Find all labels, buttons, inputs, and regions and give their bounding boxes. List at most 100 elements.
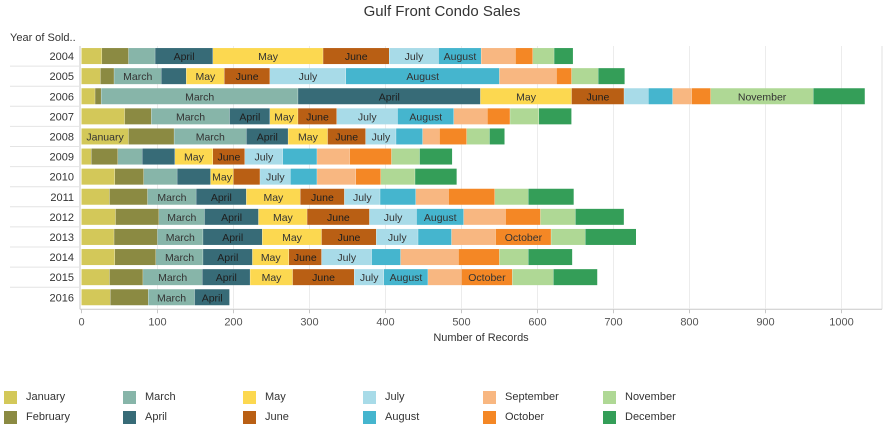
bar-segment-label: June	[327, 212, 350, 224]
y-tick-label: 2008	[50, 131, 74, 143]
x-tick-label: 100	[148, 316, 166, 328]
bar-segment	[81, 88, 95, 105]
legend-swatch	[4, 410, 17, 424]
bar-segment-label: May	[516, 91, 537, 103]
bar-segment	[262, 228, 322, 245]
bar-segment	[269, 68, 346, 85]
bar-segment	[292, 269, 355, 286]
bar-segment-label: June	[587, 91, 610, 103]
bar-segment	[203, 228, 263, 245]
bar-segment-label: March	[123, 71, 152, 83]
bar-segment	[250, 269, 293, 286]
bar-segment-label: March	[158, 272, 187, 284]
bar-segment	[114, 168, 144, 185]
bar-segment	[453, 108, 488, 125]
bar-segment	[212, 148, 245, 165]
legend-label: August	[385, 411, 420, 423]
legend-item: February	[4, 410, 70, 424]
bar-segment	[101, 88, 298, 105]
bar-segment-label: June	[312, 272, 335, 284]
bar-segment	[81, 249, 115, 266]
bar-segment-label: May	[212, 172, 233, 184]
bar-segment	[528, 249, 573, 266]
x-tick-label: 700	[604, 316, 622, 328]
legend-swatch	[603, 410, 616, 424]
legend-swatch	[483, 410, 496, 424]
bar-segment	[212, 48, 323, 65]
legend-swatch	[123, 390, 136, 404]
bar-segment-label: July	[353, 192, 372, 204]
bar-segment	[439, 128, 467, 145]
bar-segment-label: July	[388, 232, 407, 244]
bar-segment	[528, 188, 574, 205]
bar-segment-label: April	[221, 212, 242, 224]
legend-label: July	[385, 391, 405, 403]
bar-segment	[109, 188, 148, 205]
bar-segment-label: June	[345, 51, 368, 63]
bar-segment-label: April	[217, 252, 238, 264]
bar-segment-label: March	[157, 192, 186, 204]
legend-label: October	[505, 411, 545, 423]
bar-segment	[81, 208, 116, 225]
bar-segment	[415, 188, 449, 205]
x-tick-label: 0	[78, 316, 84, 328]
stacked-bar-chart: 0 100 200 300 400 500 600 700 800 900 1000 2004 2005…	[10, 46, 883, 328]
bar-segment	[204, 208, 259, 225]
bar-segment	[556, 68, 572, 85]
bar-segment-label: March	[167, 212, 196, 224]
bar-segment	[481, 48, 516, 65]
bar-segment-label: June	[236, 71, 259, 83]
bar-segment-label: July	[337, 252, 356, 264]
y-axis-title: Year of Sold..	[10, 32, 76, 44]
bar-segment	[114, 228, 158, 245]
bar-segment	[102, 48, 129, 65]
bar-segment-label: June	[311, 192, 334, 204]
bar-segment	[246, 188, 301, 205]
x-tick-label: 200	[224, 316, 242, 328]
y-tick-label: 2011	[50, 192, 74, 204]
bar-segment	[203, 249, 253, 266]
bar-segment	[317, 168, 356, 185]
legend-item: September	[483, 390, 559, 404]
bar-segment-label: April	[202, 292, 223, 304]
bar-segment	[229, 108, 270, 125]
bar-segment-label: May	[263, 192, 284, 204]
y-tick-label: 2010	[50, 172, 74, 184]
y-tick-label: 2014	[50, 252, 74, 264]
bar-segment	[532, 48, 554, 65]
x-tick-label: 500	[452, 316, 470, 328]
bar-segment-label: May	[184, 152, 205, 164]
bar-segment	[298, 108, 337, 125]
bar-segment-label: July	[384, 212, 403, 224]
bar-segment	[246, 128, 288, 145]
bar-segment-label: May	[282, 232, 303, 244]
legend-item: October	[483, 410, 544, 424]
bar-segment	[210, 168, 234, 185]
legend-item: June	[243, 410, 289, 424]
bar-segment	[323, 48, 389, 65]
bar-segment	[515, 48, 533, 65]
bar-segment	[177, 168, 211, 185]
y-tick-label: 2004	[50, 51, 74, 63]
legend-item: March	[123, 390, 176, 404]
bar-segment	[115, 208, 159, 225]
legend-item: December	[603, 410, 676, 424]
bar-segment	[114, 68, 161, 85]
bar-segment-label: June	[306, 111, 329, 123]
bar-segment-label: March	[166, 232, 195, 244]
bar-segment	[494, 188, 529, 205]
chart-title: Gulf Front Condo Sales	[363, 3, 521, 20]
bar-segment-label: May	[258, 51, 279, 63]
bar-segment	[288, 128, 328, 145]
bar-segment	[376, 228, 418, 245]
bar-segment-label: March	[196, 131, 225, 143]
bar-segment	[143, 168, 177, 185]
bar-segment-label: October	[468, 272, 506, 284]
bar-segment-label: July	[358, 111, 377, 123]
bar-segment	[321, 228, 377, 245]
bar-segment-label: June	[218, 152, 241, 164]
bar-segment	[344, 188, 380, 205]
bar-segment	[391, 148, 420, 165]
bar-segment-label: November	[738, 91, 787, 103]
bar-segment	[585, 228, 636, 245]
